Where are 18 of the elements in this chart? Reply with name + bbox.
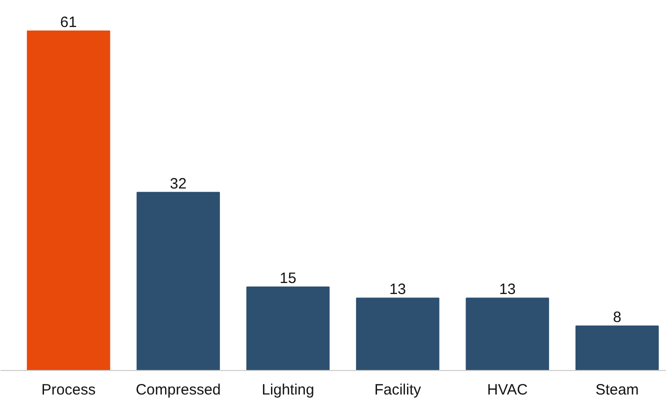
- x-tick-label: Process: [41, 382, 96, 398]
- bar: [136, 192, 220, 370]
- data-label: 13: [499, 281, 516, 298]
- bar: [466, 298, 550, 370]
- bar: [26, 30, 110, 370]
- data-label: 15: [280, 270, 296, 288]
- x-tick-label: Steam: [595, 382, 639, 398]
- x-tick-label: Lighting: [262, 382, 314, 398]
- data-label: 8: [612, 308, 622, 326]
- data-label: 61: [60, 14, 77, 32]
- data-label: 32: [170, 175, 187, 192]
- bar: [575, 325, 659, 370]
- bar: [356, 298, 440, 370]
- data-label: 13: [389, 281, 406, 298]
- x-tick-label: Compressed: [136, 382, 221, 398]
- bar: [246, 286, 330, 370]
- x-tick-label: HVAC: [487, 382, 528, 398]
- x-tick-label: Facility: [374, 382, 422, 398]
